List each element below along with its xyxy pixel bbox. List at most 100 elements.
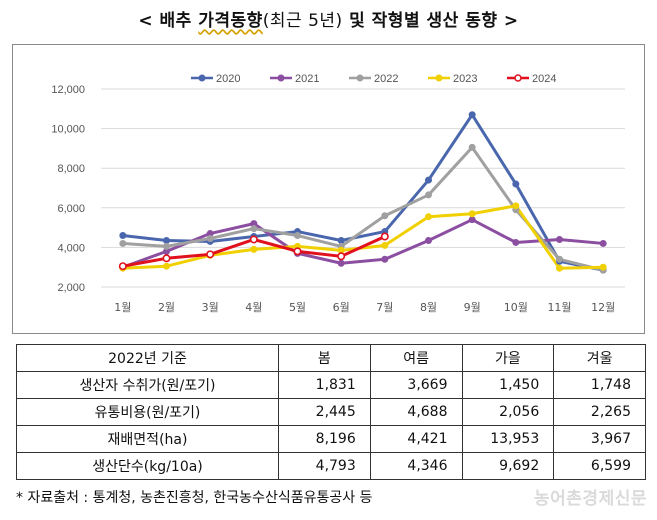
- data-point-2022: [425, 191, 432, 199]
- row-label: 생산단수(kg/10a): [16, 452, 279, 480]
- data-point-2022: [163, 242, 170, 250]
- data-point-2023: [381, 241, 389, 249]
- data-point-2024: [337, 252, 346, 261]
- data-point-2022: [294, 232, 301, 240]
- data-point-2022: [381, 212, 389, 220]
- data-point-2020: [119, 232, 127, 240]
- source-footnote: * 자료출처 : 통계청, 농촌진흥청, 한국농수산식품유통공사 등: [16, 490, 373, 506]
- legend-entry: 2024: [532, 73, 556, 85]
- watermark: 농어촌경제신문: [534, 489, 647, 509]
- table-header-summer: 여름: [369, 344, 463, 372]
- data-point-2023: [250, 245, 258, 253]
- data-point-2023: [468, 210, 476, 218]
- data-point-2021: [512, 238, 520, 246]
- data-point-2020: [468, 111, 476, 119]
- data-point-2020: [337, 236, 345, 244]
- x-tick-label: 5월: [289, 301, 306, 314]
- table-row: 재배면적(ha) 8,196 4,421 13,953 3,967: [16, 425, 646, 453]
- data-point-2024: [249, 235, 258, 244]
- y-tick-label: 4,000: [57, 242, 85, 254]
- cell-value: 2,056: [461, 398, 555, 426]
- cell-value: 4,688: [369, 398, 463, 426]
- data-point-2022: [468, 143, 476, 151]
- cell-value: 3,669: [369, 371, 463, 399]
- data-point-2023: [512, 202, 520, 210]
- x-tick-label: 11월: [547, 301, 571, 314]
- data-point-2023: [425, 213, 432, 221]
- data-point-2021: [381, 255, 389, 263]
- x-tick-label: 8월: [420, 301, 437, 314]
- legend-swatch-marker: [356, 74, 364, 82]
- data-point-2022: [206, 234, 214, 242]
- x-tick-label: 1월: [114, 301, 131, 314]
- cell-value: 2,445: [278, 398, 371, 426]
- legend-swatch-marker: [198, 74, 206, 82]
- line-chart: 2,000 4,000 6,000 8,000 10,000 12,000 1월 2월 3월 4월…: [51, 73, 625, 314]
- data-point-2022: [119, 239, 127, 247]
- data-point-2020: [512, 180, 520, 188]
- table-header-row: 2022년 기준 봄 여름 가을 겨울: [16, 344, 646, 372]
- data-point-2022: [250, 225, 258, 233]
- legend-swatch-marker: [514, 74, 522, 82]
- x-tick-label: 6월: [333, 301, 350, 314]
- cell-value: 3,967: [553, 425, 646, 453]
- legend-entry: 2023: [453, 73, 477, 85]
- x-tick-label: 3월: [202, 301, 219, 314]
- data-point-2020: [425, 176, 432, 184]
- x-tick-label: 7월: [376, 301, 393, 314]
- chart-frame: 2,000 4,000 6,000 8,000 10,000 12,000 1월 2월 3월 4월…: [12, 44, 645, 334]
- data-point-2021: [468, 216, 476, 224]
- table-row: 유통비용(원/포기) 2,445 4,688 2,056 2,265: [16, 398, 646, 426]
- cell-value: 4,421: [369, 425, 463, 453]
- data-point-2023: [556, 264, 563, 272]
- legend-swatch-marker: [435, 74, 443, 82]
- data-point-2021: [337, 259, 345, 267]
- title-suffix: >: [503, 11, 519, 31]
- cell-value: 2,265: [553, 398, 646, 426]
- data-point-2022: [556, 255, 563, 263]
- title-part3: (최근 5년): [262, 11, 343, 31]
- x-tick-label: 9월: [464, 301, 481, 314]
- cell-value: 6,599: [553, 452, 646, 480]
- row-label: 생산자 수취가(원/포기): [16, 371, 279, 399]
- table-header-autumn: 가을: [461, 344, 555, 372]
- title-part4: 및 작형별 생산 동향: [342, 11, 504, 31]
- x-tick-label: 4월: [245, 301, 262, 314]
- cell-value: 1,450: [461, 371, 555, 399]
- data-point-2020: [163, 236, 170, 244]
- cell-value: 8,196: [278, 425, 371, 453]
- data-point-2023: [163, 262, 170, 270]
- cell-value: 9,692: [461, 452, 555, 480]
- y-tick-label: 6,000: [57, 203, 85, 215]
- cell-value: 4,793: [278, 452, 371, 480]
- data-point-2021: [556, 235, 563, 243]
- data-point-2021: [425, 236, 432, 244]
- data-point-2024: [206, 250, 215, 259]
- cell-value: 4,346: [369, 452, 463, 480]
- data-point-2024: [162, 254, 171, 263]
- table-header-spring: 봄: [278, 344, 371, 372]
- y-tick-label: 2,000: [57, 282, 85, 294]
- cell-value: 1,831: [278, 371, 371, 399]
- table-header-winter: 겨울: [553, 344, 646, 372]
- y-tick-label: 8,000: [57, 163, 85, 175]
- title-part1: 배추: [159, 11, 199, 31]
- page-title: < 배추 가격동향(최근 5년) 및 작형별 생산 동향 >: [0, 6, 657, 36]
- legend-entry: 2020: [216, 73, 240, 85]
- data-point-2024: [293, 247, 302, 256]
- production-table: 2022년 기준 봄 여름 가을 겨울 생산자 수취가(원/포기) 1,831 …: [16, 344, 646, 480]
- legend-entry: 2021: [295, 73, 319, 85]
- table-header-basis: 2022년 기준: [16, 344, 279, 372]
- y-tick-label: 10,000: [51, 124, 85, 136]
- x-tick-label: 2월: [158, 301, 175, 314]
- data-point-2021: [599, 239, 607, 247]
- data-point-2024: [380, 232, 389, 241]
- x-tick-label: 12월: [591, 301, 615, 314]
- cell-value: 13,953: [461, 425, 555, 453]
- row-label: 재배면적(ha): [16, 425, 279, 453]
- table-row: 생산단수(kg/10a) 4,793 4,346 9,692 6,599: [16, 452, 646, 480]
- series-line-2021: [122, 218, 604, 269]
- title-part2: 가격동향: [198, 11, 263, 31]
- title-prefix: <: [138, 11, 154, 31]
- x-tick-label: 10월: [504, 301, 528, 314]
